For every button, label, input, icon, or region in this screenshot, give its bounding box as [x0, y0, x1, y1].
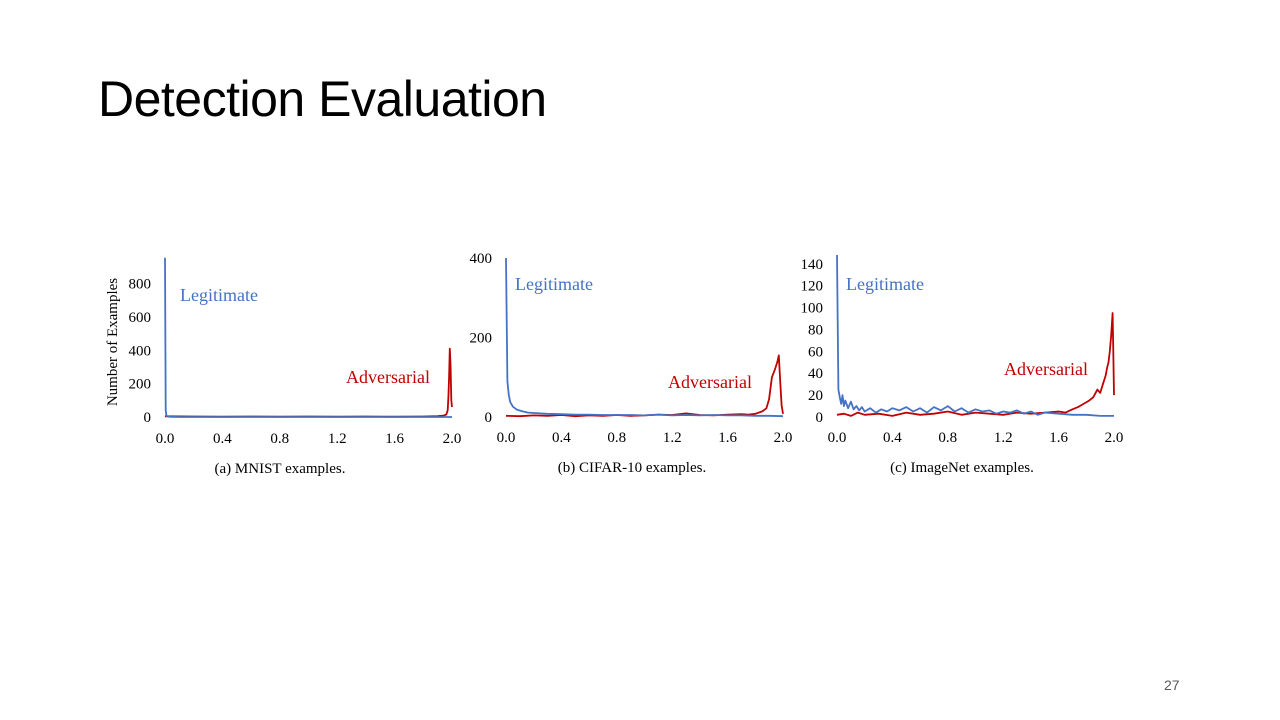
series-line-adversarial — [836, 312, 1115, 417]
chart-imagenet: 0.0 0.4 0.8 1.2 1.6 2.0 0 20 40 60 80 100 120 140 Legi… — [801, 254, 1124, 476]
x-tick-label: 2.0 — [443, 431, 462, 447]
chart-mnist: 0.0 0.4 0.8 1.2 1.6 2.0 0 200 400 600 800 Number of… — [105, 257, 462, 477]
series-line-legitimate — [164, 257, 452, 418]
annotation-adversarial: Adversarial — [668, 372, 752, 392]
x-tick-label: 0.4 — [552, 430, 571, 446]
series-line-legitimate — [836, 254, 1114, 417]
page-number: 27 — [1164, 677, 1180, 693]
slide-title: Detection Evaluation — [98, 71, 547, 127]
chart-caption: (c) ImageNet examples. — [890, 460, 1034, 476]
x-tick-label: 1.6 — [1049, 430, 1068, 446]
y-tick-label: 0 — [816, 410, 824, 426]
y-tick-label: 200 — [129, 377, 152, 393]
chart-cifar10: 0.0 0.4 0.8 1.2 1.6 2.0 0 200 400 Legitimate Adver… — [470, 251, 793, 476]
x-tick-label: 0.0 — [156, 431, 175, 447]
y-tick-label: 20 — [808, 388, 823, 404]
annotation-legitimate: Legitimate — [515, 274, 593, 294]
annotation-legitimate: Legitimate — [180, 285, 258, 305]
x-tick-label: 1.6 — [718, 430, 737, 446]
y-tick-label: 200 — [470, 331, 493, 347]
x-tick-label: 1.6 — [385, 431, 404, 447]
x-tick-label: 0.0 — [497, 430, 516, 446]
x-tick-label: 0.8 — [270, 431, 289, 447]
y-tick-label: 100 — [801, 301, 824, 317]
x-tick-label: 1.2 — [663, 430, 682, 446]
x-tick-label: 0.8 — [938, 430, 957, 446]
x-tick-label: 2.0 — [774, 430, 793, 446]
y-tick-label: 140 — [801, 257, 824, 273]
x-tick-label: 2.0 — [1105, 430, 1124, 446]
y-tick-label: 800 — [129, 277, 152, 293]
annotation-adversarial: Adversarial — [346, 367, 430, 387]
y-tick-label: 0 — [485, 410, 493, 426]
y-tick-label: 120 — [801, 279, 824, 295]
annotation-legitimate: Legitimate — [846, 274, 924, 294]
y-axis-label: Number of Examples — [105, 278, 121, 406]
x-tick-label: 0.4 — [213, 431, 232, 447]
x-tick-label: 0.8 — [607, 430, 626, 446]
x-tick-label: 0.4 — [883, 430, 902, 446]
y-tick-label: 400 — [470, 251, 493, 267]
y-tick-label: 80 — [808, 322, 823, 338]
annotation-adversarial: Adversarial — [1004, 359, 1088, 379]
x-tick-label: 1.2 — [994, 430, 1013, 446]
chart-caption: (b) CIFAR-10 examples. — [558, 460, 706, 476]
y-tick-label: 60 — [808, 344, 823, 360]
y-tick-label: 400 — [129, 343, 152, 359]
y-tick-label: 40 — [808, 366, 823, 382]
y-tick-label: 0 — [144, 410, 152, 426]
series-line-legitimate — [505, 257, 784, 418]
chart-caption: (a) MNIST examples. — [215, 461, 346, 477]
x-tick-label: 1.2 — [328, 431, 347, 447]
y-tick-label: 600 — [129, 310, 152, 326]
x-tick-label: 0.0 — [828, 430, 847, 446]
